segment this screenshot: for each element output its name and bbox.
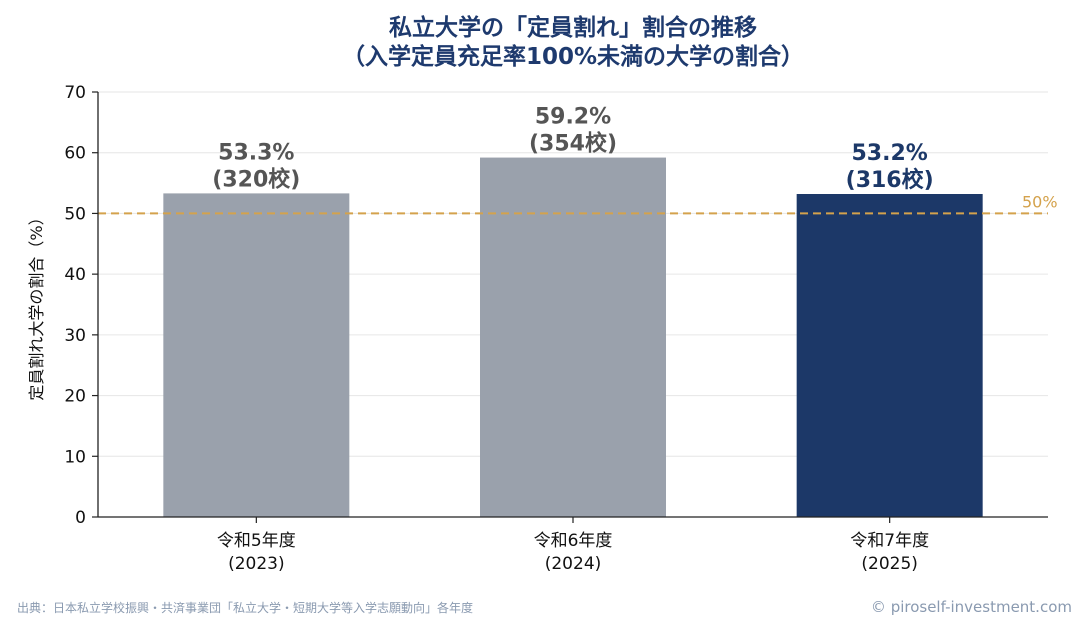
y-axis-ticks: 0 10 20 30 40 50 60 70 [64,83,98,528]
bar-2 [480,157,666,518]
value-label-count-3: (316校) [846,167,934,193]
x-tick-label-1-1: 令和5年度 [217,531,296,551]
reference-line-label: 50% [1022,192,1058,211]
x-tick-label-2-2: (2024) [545,554,602,574]
x-tick-label-1-2: (2023) [228,554,285,574]
reference-line-group: 50% [98,192,1058,215]
y-tick-label-10: 10 [64,447,86,467]
credit-text: © piroself-investment.com [871,598,1072,616]
source-note: 出典：日本私立学校振興・共済事業団「私立大学・短期大学等入学志願動向」各年度 [17,600,473,615]
chart-title-line-1: 私立大学の「定員割れ」割合の推移 [389,14,757,41]
y-axis-label: 定員割れ大学の割合（%） [27,209,46,400]
axes [97,92,1048,518]
x-tick-label-3-1: 令和7年度 [850,531,929,551]
value-label-count-1: (320校) [212,166,300,192]
x-tick-label-2-1: 令和6年度 [534,531,613,551]
y-tick-label-60: 60 [64,144,86,164]
x-tick-label-3-2: (2025) [861,554,918,574]
y-tick-label-30: 30 [64,326,86,346]
value-label-pct-2: 59.2% [535,105,611,130]
y-tick-label-50: 50 [64,204,86,224]
chart-title-line-2: （入学定員充足率100%未満の大学の割合） [342,43,804,70]
bar-1 [163,193,350,517]
bars [163,157,983,518]
bar-3 [796,194,983,517]
y-tick-label-40: 40 [64,265,86,285]
value-label-count-2: (354校) [529,131,617,157]
chart-title: 私立大学の「定員割れ」割合の推移（入学定員充足率100%未満の大学の割合） [342,14,804,70]
y-tick-label-20: 20 [64,387,86,407]
value-labels: 53.3%(320校) 59.2%(354校) 53.2%(316校) [212,105,933,193]
x-axis-labels: 令和5年度 (2023) 令和6年度 (2024) 令和7年度 (2025) [217,517,929,574]
y-tick-label-70: 70 [64,83,86,103]
y-tick-label-0: 0 [75,508,86,528]
value-label-pct-3: 53.2% [852,141,928,166]
value-label-pct-1: 53.3% [218,140,294,165]
